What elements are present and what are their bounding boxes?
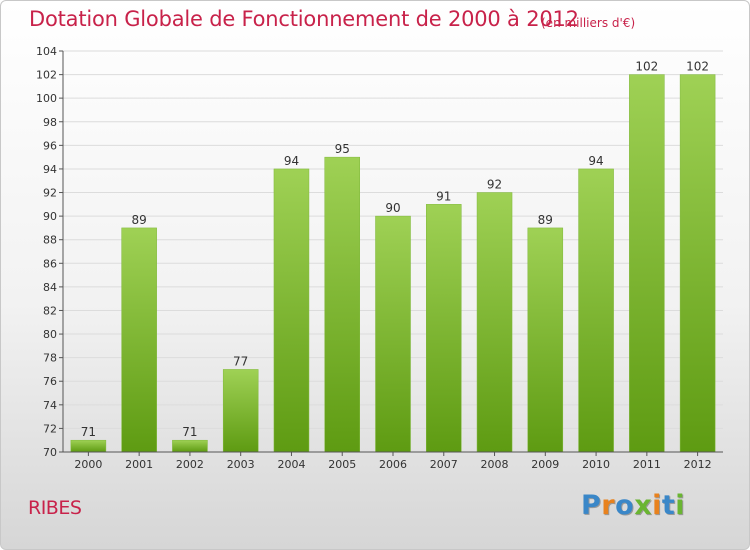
logo-letter: r <box>601 490 616 521</box>
y-tick-label: 76 <box>43 375 57 388</box>
bar-value-label: 77 <box>233 354 248 368</box>
bar-value-label: 92 <box>487 178 502 192</box>
proxiti-logo: Proxiti <box>581 490 685 521</box>
x-tick-label: 2012 <box>684 458 712 471</box>
x-tick-label: 2005 <box>328 458 356 471</box>
x-tick-label: 2006 <box>379 458 407 471</box>
bar <box>121 227 157 453</box>
bar <box>222 369 259 453</box>
bar-value-label: 102 <box>686 60 709 74</box>
labels: 70 72 74 76 78 80 82 84 86 88 90 92 94 96 98 100 102 104 7… <box>36 45 712 471</box>
y-tick-label: 80 <box>43 328 57 341</box>
y-tick-label: 92 <box>43 187 57 200</box>
x-tick-label: 2004 <box>277 458 305 471</box>
bar-value-label: 89 <box>132 213 147 227</box>
y-tick-label: 74 <box>43 399 57 412</box>
y-tick-label: 82 <box>43 304 57 317</box>
bar-value-label: 94 <box>588 154 603 168</box>
logo-letter: t <box>661 490 676 521</box>
bar-value-label: 94 <box>284 154 299 168</box>
y-tick-label: 100 <box>36 92 57 105</box>
y-tick-label: 94 <box>43 163 57 176</box>
bar-value-label: 71 <box>81 425 96 439</box>
bar-value-label: 91 <box>436 189 451 203</box>
x-tick-label: 2010 <box>582 458 610 471</box>
bars <box>70 74 716 453</box>
bar-value-label: 95 <box>335 142 350 156</box>
bar-value-label: 89 <box>538 213 553 227</box>
bar <box>172 439 208 453</box>
y-tick-label: 88 <box>43 234 57 247</box>
y-tick-label: 98 <box>43 116 57 129</box>
bar <box>375 215 411 453</box>
x-tick-label: 2002 <box>176 458 204 471</box>
logo-letter: i <box>652 490 662 521</box>
bar <box>578 168 614 453</box>
y-tick-label: 104 <box>36 45 57 58</box>
logo-letter: o <box>615 490 635 521</box>
logo-letter: P <box>581 490 602 521</box>
y-tick-label: 86 <box>43 257 57 270</box>
x-tick-label: 2000 <box>74 458 102 471</box>
axes <box>59 50 723 456</box>
bar <box>426 204 462 453</box>
x-tick-label: 2008 <box>481 458 509 471</box>
y-tick-label: 84 <box>43 281 57 294</box>
x-tick-label: 2009 <box>531 458 559 471</box>
x-tick-label: 2011 <box>633 458 661 471</box>
y-tick-label: 70 <box>43 446 57 459</box>
logo-letter: x <box>634 490 653 521</box>
unit-note: (en milliers d'€) <box>541 16 636 30</box>
bar <box>273 168 310 453</box>
x-tick-label: 2007 <box>430 458 458 471</box>
y-tick-label: 72 <box>43 422 57 435</box>
y-tick-label: 102 <box>36 69 57 82</box>
bar <box>476 192 513 453</box>
logo-letter: i <box>675 490 686 521</box>
bar-value-label: 102 <box>635 60 658 74</box>
bar <box>679 74 716 453</box>
bar <box>629 74 665 453</box>
bar <box>324 156 360 453</box>
x-tick-label: 2003 <box>227 458 255 471</box>
bar <box>70 439 107 453</box>
bar-value-label: 71 <box>182 425 197 439</box>
y-tick-label: 78 <box>43 352 57 365</box>
y-tick-label: 96 <box>43 139 57 152</box>
y-tick-label: 90 <box>43 210 57 223</box>
x-tick-label: 2001 <box>125 458 153 471</box>
commune-name: RIBES <box>28 497 82 519</box>
bar <box>527 227 564 453</box>
bar-value-label: 90 <box>385 201 400 215</box>
chart-title: Dotation Globale de Fonctionnement de 20… <box>29 7 579 31</box>
